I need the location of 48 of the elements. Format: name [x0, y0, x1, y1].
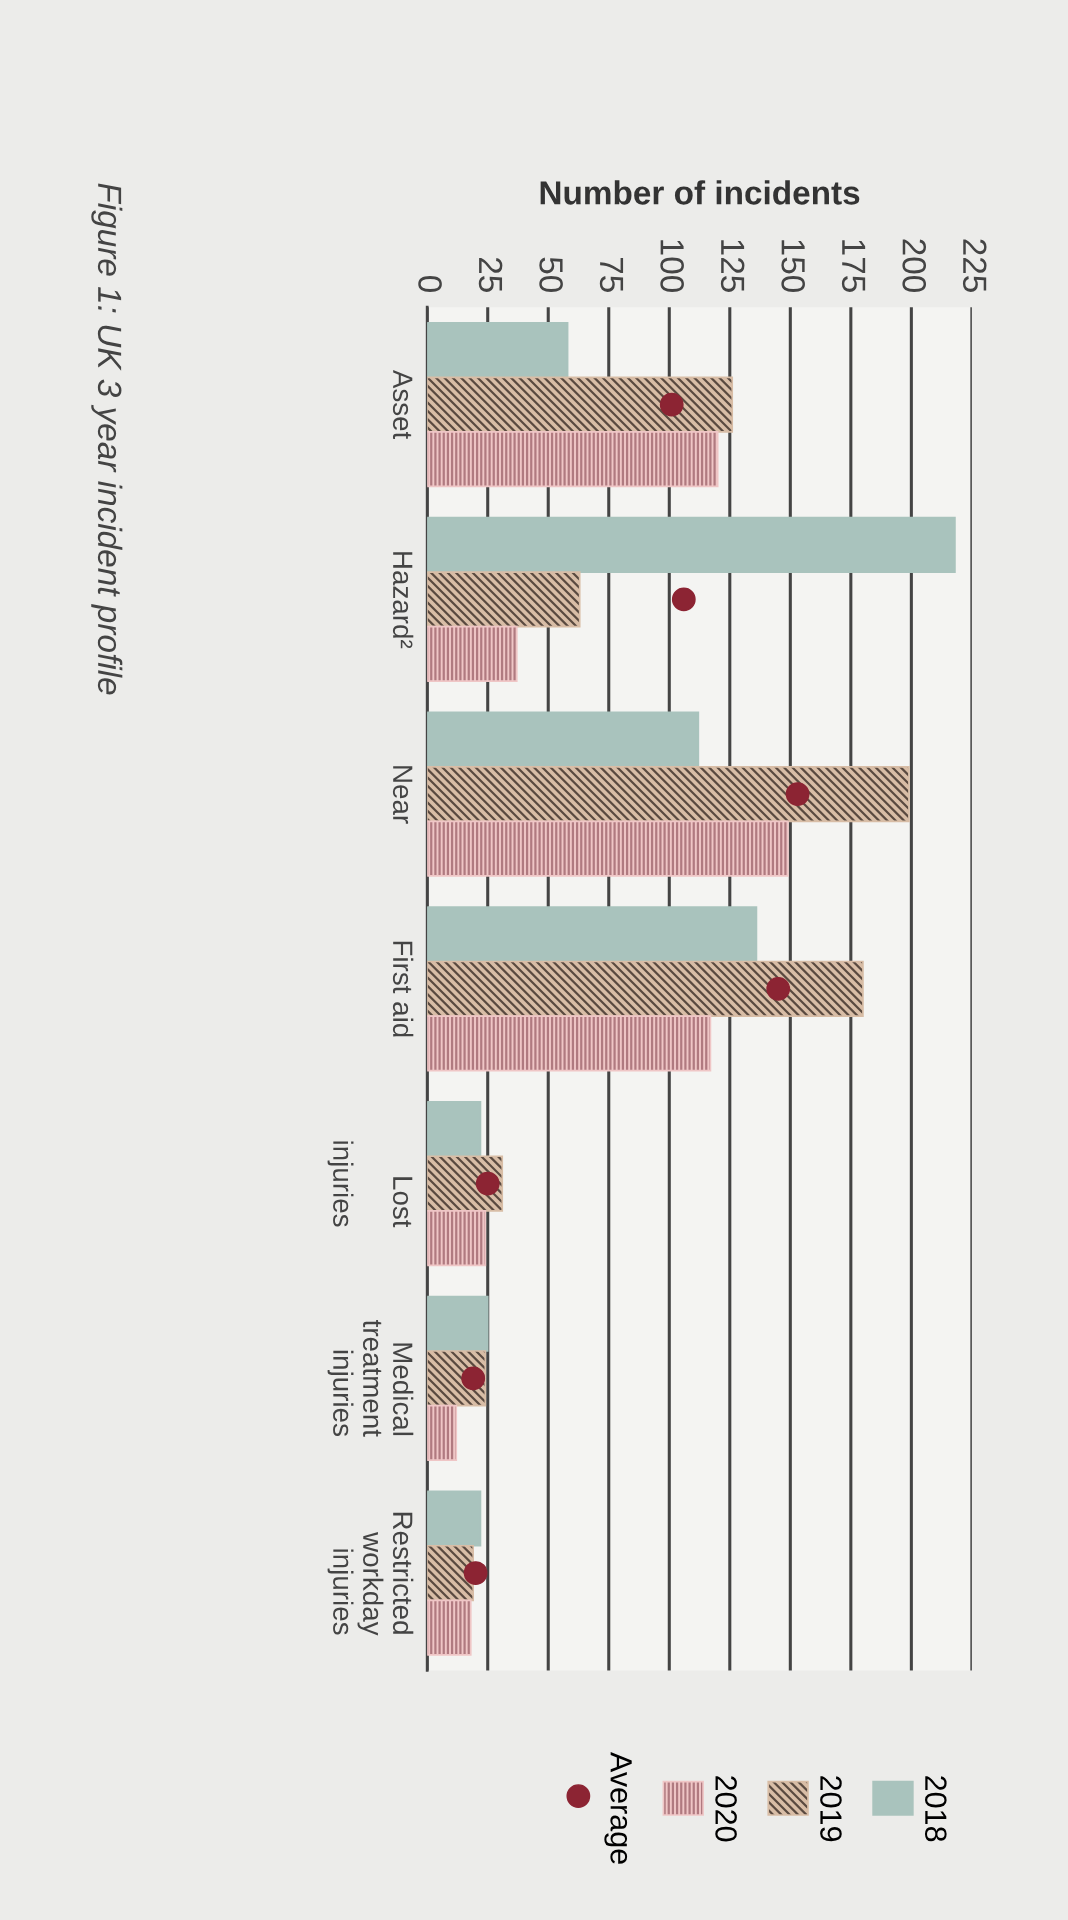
point: [461, 1366, 486, 1391]
y-tick-label: Asset: [392, 369, 413, 440]
y-tick-label: Near: [392, 766, 413, 824]
bar: [427, 820, 789, 877]
point: [766, 976, 791, 1001]
legend-label: 2020: [715, 1776, 737, 1842]
point: [785, 782, 810, 806]
y-tick-label: Medical treatment injuries: [327, 1320, 414, 1437]
bar: [427, 1490, 482, 1547]
x-tick-label: 50: [539, 257, 563, 293]
point: [671, 587, 696, 612]
bar: [427, 765, 910, 823]
bar: [427, 1015, 712, 1072]
point: [659, 392, 684, 417]
bar: [427, 376, 734, 433]
point: [475, 1171, 500, 1196]
x-tick-label: 25: [478, 257, 503, 292]
bar: [427, 1209, 487, 1267]
legend-label: Average: [604, 1752, 632, 1864]
bar: [427, 1100, 482, 1158]
x-axis-title: Number of incidents: [540, 180, 860, 205]
x-tick-label: 175: [841, 240, 866, 292]
x-tick-label: 125: [720, 240, 745, 292]
point: [463, 1561, 488, 1585]
category-label: Lost injuries: [327, 1141, 413, 1228]
y-tick-label: Restricted workday injuries: [327, 1512, 414, 1636]
bar: [427, 571, 581, 628]
caption: Figure 1: UK 3 year incident profile: [91, 183, 123, 695]
bar: [427, 1295, 489, 1352]
bar: [427, 321, 569, 379]
y-tick-label: First aid: [392, 941, 414, 1037]
bar: [427, 711, 700, 768]
bar: [427, 906, 758, 963]
x-tick-label: 0: [418, 276, 442, 293]
legend-label: 2018: [924, 1776, 947, 1842]
bar: [427, 516, 956, 573]
bar: [427, 625, 518, 682]
bar: [427, 960, 864, 1017]
x-tick-label: 150: [781, 240, 805, 293]
legend-label: 2019: [820, 1776, 842, 1842]
bar: [427, 1599, 472, 1656]
x-tick-label: 100: [660, 240, 684, 293]
bar: [427, 431, 719, 488]
x-tick-label: 200: [902, 239, 927, 293]
y-tick-label: Hazard²: [392, 552, 414, 649]
bar: [427, 1404, 458, 1461]
x-tick-label: 75: [599, 257, 624, 292]
x-tick-label: 225: [962, 239, 987, 292]
